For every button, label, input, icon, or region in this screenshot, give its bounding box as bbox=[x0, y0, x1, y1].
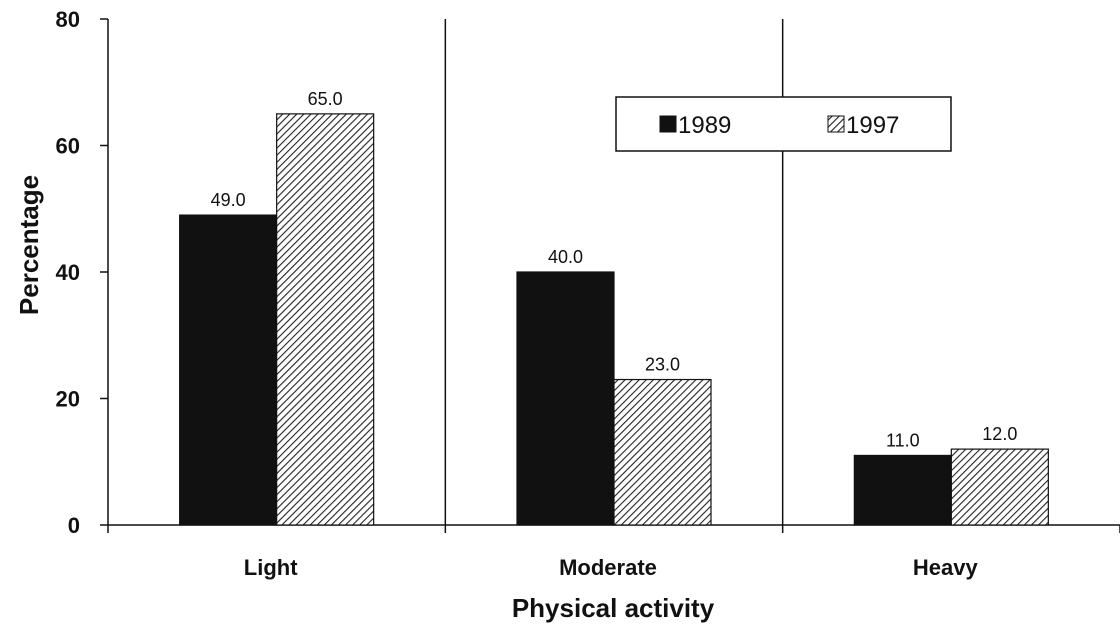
y-tick-label: 40 bbox=[56, 260, 80, 285]
x-tick-label: Moderate bbox=[559, 555, 657, 580]
y-tick-label: 80 bbox=[56, 7, 80, 32]
legend-label: 1989 bbox=[678, 112, 731, 139]
data-label: 11.0 bbox=[886, 430, 920, 450]
x-axis-title: Physical activity bbox=[512, 593, 715, 623]
x-tick-label: Light bbox=[244, 555, 298, 580]
legend-swatch bbox=[659, 115, 677, 133]
y-tick-label: 20 bbox=[56, 387, 80, 412]
data-label: 12.0 bbox=[982, 424, 1017, 444]
bar-1997 bbox=[950, 448, 1049, 526]
bar-1997 bbox=[613, 378, 712, 526]
x-tick-label: Heavy bbox=[913, 555, 979, 580]
data-label: 49.0 bbox=[211, 190, 246, 210]
data-label: 23.0 bbox=[645, 355, 680, 375]
data-label: 65.0 bbox=[308, 89, 343, 109]
data-label: 40.0 bbox=[548, 247, 583, 267]
legend-swatch bbox=[827, 115, 845, 133]
y-tick-label: 0 bbox=[68, 513, 80, 538]
bar-1989 bbox=[179, 214, 278, 526]
bar-1997 bbox=[276, 113, 375, 526]
bar-1989 bbox=[853, 454, 952, 526]
legend-label: 1997 bbox=[846, 112, 899, 139]
bar-1989 bbox=[516, 271, 615, 526]
y-axis-title: Percentage bbox=[14, 175, 44, 315]
y-tick-label: 60 bbox=[56, 134, 80, 159]
